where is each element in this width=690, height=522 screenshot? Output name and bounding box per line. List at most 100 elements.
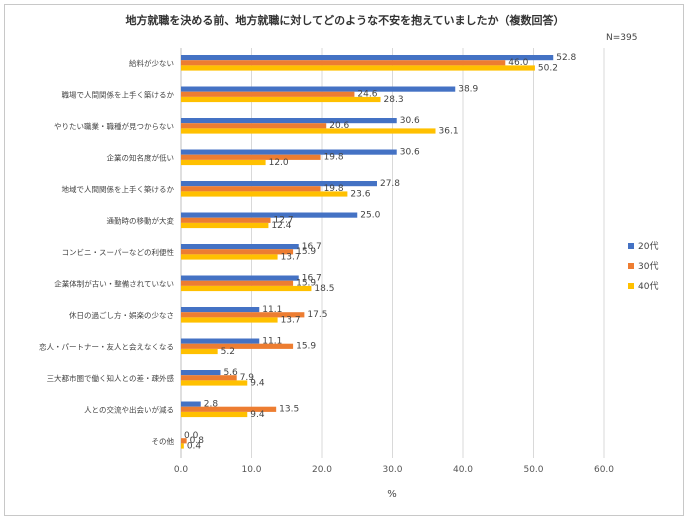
bars [181, 55, 554, 449]
x-tick-label: 20.0 [312, 465, 332, 475]
value-label: 9.4 [250, 378, 265, 388]
bar [181, 149, 397, 155]
bar [181, 380, 248, 386]
bar [181, 96, 381, 103]
value-label: 36.1 [439, 126, 459, 136]
bar [181, 285, 312, 292]
bar [181, 159, 266, 166]
value-label: 0.0 [184, 431, 199, 441]
value-label: 5.2 [221, 347, 235, 357]
bar [181, 212, 358, 218]
chart-title: 地方就職を決める前、地方就職に対してどのような不安を抱えていましたか（複数回答） [125, 14, 565, 27]
bar [181, 280, 294, 286]
category-label: コンビニ・スーパーなどの利便性 [62, 247, 175, 257]
value-label: 30.6 [400, 116, 420, 126]
value-label: 13.5 [279, 405, 299, 415]
value-label: 50.2 [538, 63, 558, 73]
bar [181, 181, 377, 187]
value-label: 30.6 [400, 147, 420, 157]
bar [181, 443, 184, 449]
category-label: 休日の過ごし方・娯楽の少なさ [69, 310, 174, 320]
value-label: 19.8 [324, 184, 344, 194]
category-labels: 給料が少ない職場で人間関係を上手く築けるかやりたい職業・職種が見つからない企業の… [39, 58, 174, 446]
value-label: 12.7 [274, 216, 294, 226]
bar [181, 217, 271, 223]
value-label: 24.6 [357, 90, 377, 100]
bar [181, 406, 277, 412]
bar [181, 411, 248, 418]
category-label: 恋人・パートナー・友人と会えなくなる [39, 341, 174, 351]
bar [181, 86, 456, 92]
value-label: 23.6 [350, 189, 370, 199]
bar [181, 307, 260, 313]
legend-swatch [628, 263, 634, 269]
value-label: 16.7 [302, 242, 322, 252]
bar [181, 275, 299, 281]
value-label: 0.4 [187, 441, 202, 451]
value-label: 12.0 [269, 158, 289, 168]
value-label: 18.5 [314, 284, 334, 294]
value-label: 27.8 [380, 179, 400, 189]
x-tick-label: 50.0 [523, 465, 543, 475]
bar [181, 343, 294, 349]
bar [181, 438, 187, 444]
bar [181, 118, 397, 124]
value-label: 13.7 [281, 315, 301, 325]
value-label: 17.5 [307, 310, 327, 320]
value-label: 15.9 [296, 247, 316, 257]
bar [181, 55, 554, 61]
bar [181, 312, 305, 318]
value-label: 5.6 [223, 368, 238, 378]
legend-swatch [628, 243, 634, 249]
x-tick-label: 0.0 [174, 465, 189, 475]
category-label: 企業の知名度が低い [107, 152, 175, 162]
category-label: 地域で人間関係を上手く築けるか [62, 184, 175, 194]
legend-label: 40代 [638, 281, 658, 292]
value-label: 9.4 [250, 410, 265, 420]
bar [181, 222, 269, 229]
bar [181, 370, 221, 376]
category-label: 三大都市圏で働く知人との差・疎外感 [47, 373, 175, 383]
value-label: 19.8 [324, 153, 344, 163]
legend-label: 30代 [638, 261, 658, 272]
category-label: 人との交流や出会いが減る [84, 404, 174, 414]
legend-label: 20代 [638, 241, 658, 252]
value-label: 28.3 [384, 95, 404, 105]
category-label: その他 [152, 436, 175, 446]
value-label: 0.8 [190, 436, 205, 446]
bar [181, 91, 355, 97]
value-label: 12.4 [271, 221, 291, 231]
value-label: 7.9 [240, 373, 255, 383]
value-label: 11.1 [262, 336, 282, 346]
value-label: 13.7 [281, 252, 301, 262]
value-label: 20.6 [329, 121, 349, 131]
bar [181, 186, 321, 192]
value-label: 52.8 [556, 53, 576, 63]
bar [181, 249, 294, 255]
x-tick-labels: 0.0 10.0 20.0 30.0 40.0 50.0 60.0 [174, 465, 614, 475]
value-label: 25.0 [360, 210, 380, 220]
bar [181, 123, 327, 129]
bar [181, 401, 201, 407]
value-label: 16.7 [302, 273, 322, 283]
bar [181, 375, 237, 381]
legend-swatch [628, 283, 634, 289]
x-tick-label: 40.0 [453, 465, 473, 475]
x-tick-label: 30.0 [382, 465, 402, 475]
bar [181, 65, 535, 71]
value-label: 38.9 [458, 84, 478, 94]
value-label: 2.8 [204, 399, 219, 409]
value-label: 11.1 [262, 305, 282, 315]
category-label: 給料が少ない [129, 58, 174, 68]
x-axis-label: % [387, 489, 397, 500]
value-labels: 52.8 46.0 50.2 38.9 24.6 28.3 30.6 20.6 36.1 30.6… [184, 53, 577, 451]
category-label: やりたい職業・職種が見つからない [54, 121, 174, 131]
bar [181, 348, 218, 355]
bar [181, 244, 299, 250]
bar [181, 154, 321, 160]
bar [181, 338, 260, 344]
category-label: 企業体制が古い・整備されていない [54, 278, 174, 288]
legend: 20代 30代 40代 [628, 241, 658, 292]
value-label: 15.9 [296, 279, 316, 289]
